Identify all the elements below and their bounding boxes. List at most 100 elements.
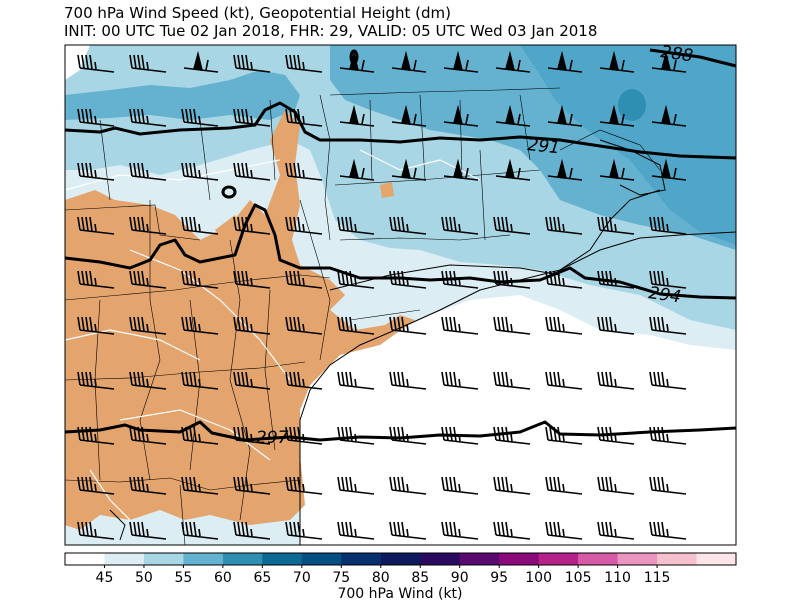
- wind-barb: [77, 521, 115, 540]
- colorbar-segment: [104, 553, 145, 565]
- colorbar-frame: [64, 552, 737, 566]
- wind-barb: [443, 50, 479, 73]
- wind-barb: [77, 216, 115, 235]
- wind-barb: [441, 371, 479, 390]
- wind-barb: [441, 476, 479, 495]
- colorbar-tick-label: 55: [174, 570, 192, 586]
- wind-barb: [493, 521, 531, 540]
- wind-shading-dark: [520, 45, 736, 245]
- wind-barb: [651, 104, 687, 127]
- wind-barb: [285, 54, 323, 73]
- wind-barb: [183, 50, 219, 73]
- wind-barb: [441, 270, 479, 289]
- wind-barb: [545, 316, 583, 335]
- wind-barb: [649, 371, 687, 390]
- map-frame: [64, 44, 737, 546]
- colorbar-tick-label: 95: [490, 570, 508, 586]
- wind-barb: [597, 426, 635, 445]
- wind-barb: [597, 476, 635, 495]
- wind-barb: [285, 476, 323, 495]
- wind-barb: [545, 426, 583, 445]
- wind-barb: [495, 158, 531, 181]
- wind-barb: [493, 316, 531, 335]
- wind-barb: [441, 521, 479, 540]
- wind-barb: [389, 521, 427, 540]
- colorbar-tick-label: 45: [96, 570, 114, 586]
- wind-barb: [651, 50, 687, 73]
- wind-barb: [337, 476, 375, 495]
- wind-barb: [495, 104, 531, 127]
- colorbar-tick-label: 110: [604, 570, 631, 586]
- wind-barb: [233, 108, 271, 127]
- wind-barb: [285, 521, 323, 540]
- wind-barb: [599, 50, 635, 73]
- wind-barb: [129, 476, 167, 495]
- wind-shading-white: [300, 295, 736, 545]
- colorbar-segment: [617, 553, 658, 565]
- wind-barbs: [77, 50, 687, 540]
- wind-barb: [597, 316, 635, 335]
- wind-barb: [129, 54, 167, 73]
- wind-barb: [233, 54, 271, 73]
- wind-barb: [339, 104, 375, 127]
- map-subtitle: INIT: 00 UTC Tue 02 Jan 2018, FHR: 29, V…: [64, 22, 598, 40]
- wind-barb: [597, 371, 635, 390]
- contour-closed-small: [221, 185, 237, 199]
- wind-barb: [285, 426, 323, 445]
- wind-barb: [129, 316, 167, 335]
- colorbar-segment: [538, 553, 579, 565]
- terrain-patch: [380, 182, 394, 198]
- wind-barb: [493, 476, 531, 495]
- wind-barb: [181, 476, 219, 495]
- wind-barb: [649, 316, 687, 335]
- wind-barb: [597, 270, 635, 289]
- colorbar-label: 700 hPa Wind (kt): [337, 586, 462, 600]
- colorbar-segment: [657, 553, 698, 565]
- contour-288: [649, 48, 737, 68]
- wind-barb: [285, 108, 323, 127]
- colorbar-tick-label: 105: [565, 570, 592, 586]
- colorbar-segment: [301, 553, 342, 565]
- colorbar-segment: [341, 553, 382, 565]
- wind-barb: [547, 158, 583, 181]
- wind-barb: [649, 476, 687, 495]
- colorbar-tick-label: 115: [644, 570, 671, 586]
- wind-barb: [339, 50, 375, 73]
- wind-barb: [389, 316, 427, 335]
- wind-barb: [649, 270, 687, 289]
- wind-barb: [545, 521, 583, 540]
- wind-barb: [77, 476, 115, 495]
- wind-barb: [233, 162, 271, 181]
- wind-barb: [285, 162, 323, 181]
- wind-barb: [233, 216, 271, 235]
- wind-barb: [545, 476, 583, 495]
- wind-barb: [337, 521, 375, 540]
- wind-barb: [391, 50, 427, 73]
- wind-barb: [77, 270, 115, 289]
- colorbar-tick-label: 50: [135, 570, 153, 586]
- wind-barb: [547, 104, 583, 127]
- colorbar: 45 50 55 60 65 70 75 80 85 90 95 100 105 110 115: [64, 552, 737, 586]
- contour-291: [64, 101, 737, 160]
- contour-294: [64, 203, 737, 300]
- terrain-patch-2: [215, 215, 245, 250]
- wind-barb: [389, 426, 427, 445]
- wind-barb: [77, 316, 115, 335]
- wind-barb: [181, 162, 219, 181]
- wind-barb: [597, 216, 635, 235]
- wind-barb: [649, 216, 687, 235]
- wind-barb: [129, 270, 167, 289]
- map-area: [65, 45, 736, 545]
- wind-barb: [181, 108, 219, 127]
- colorbar-tick-label: 60: [214, 570, 232, 586]
- wind-barb: [389, 476, 427, 495]
- wind-barb: [77, 162, 115, 181]
- wind-barb: [493, 216, 531, 235]
- wind-barb: [391, 104, 427, 127]
- wind-barb: [337, 426, 375, 445]
- wind-barb: [493, 270, 531, 289]
- wind-barb: [181, 216, 219, 235]
- contour-label-297: 297: [256, 428, 289, 448]
- colorbar-tick-label: 100: [525, 570, 552, 586]
